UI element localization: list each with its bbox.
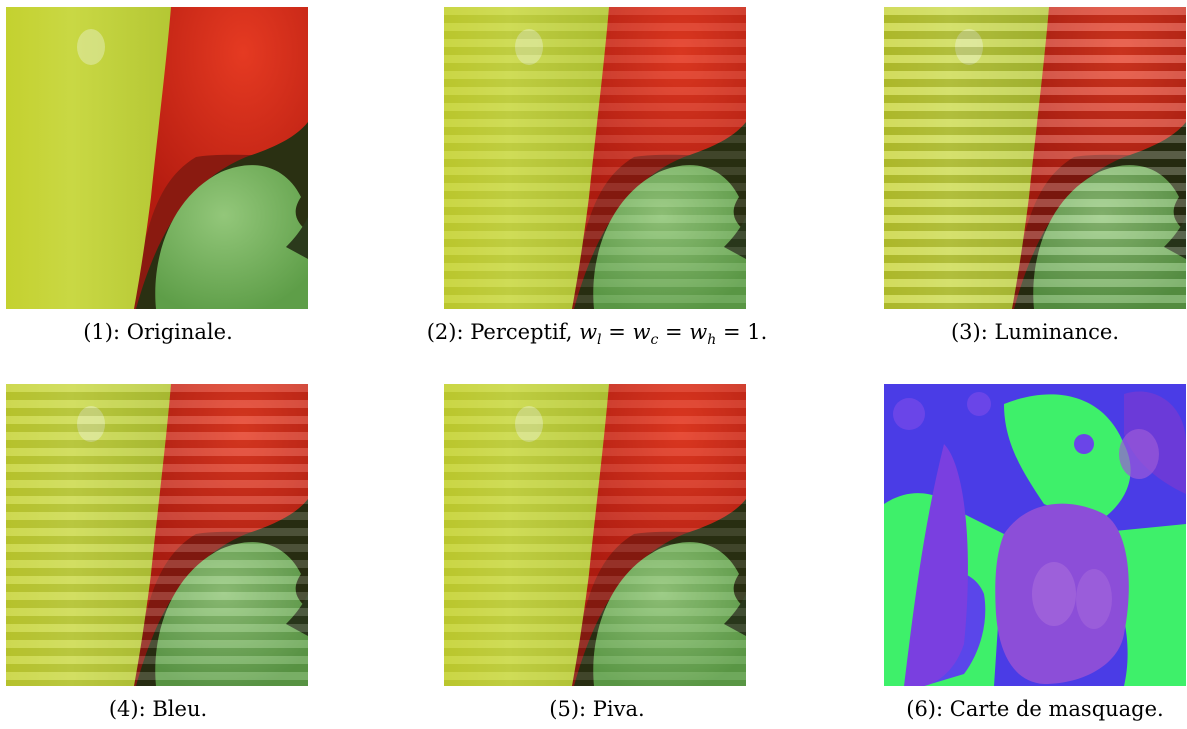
- panel-6-label: Carte de masquage.: [949, 697, 1164, 721]
- panel-3-label: Luminance.: [994, 320, 1120, 344]
- panel-1-caption: (1): Originale.: [83, 320, 233, 344]
- panel-1-number: (1):: [83, 320, 121, 344]
- panel-6-caption: (6): Carte de masquage.: [906, 697, 1163, 721]
- panel-5-label: Piva.: [592, 697, 645, 721]
- panel-4-caption: (4): Bleu.: [109, 697, 207, 721]
- panel-6-number: (6):: [906, 697, 944, 721]
- panel-2-caption: (2): Perceptif, wl = wc = wh = 1.: [427, 320, 768, 348]
- panel-2-formula: wl = wc = wh = 1.: [579, 320, 768, 349]
- panel-1-label: Originale.: [126, 320, 233, 344]
- panel-2-number: (2):: [426, 320, 464, 344]
- panel-1-image: [6, 7, 308, 309]
- panel-5-number: (5):: [549, 697, 587, 721]
- panel-2-image: [444, 7, 746, 309]
- panel-5-caption: (5): Piva.: [549, 697, 644, 721]
- panel-3-caption: (3): Luminance.: [951, 320, 1119, 344]
- panel-4-number: (4):: [108, 697, 146, 721]
- panel-6-image: [884, 384, 1186, 686]
- panel-3-image: [884, 7, 1186, 309]
- panel-4-image: [6, 384, 308, 686]
- panel-3-number: (3):: [950, 320, 988, 344]
- panel-4-label: Bleu.: [152, 697, 208, 721]
- panel-5-image: [444, 384, 746, 686]
- panel-2-label: Perceptif,: [470, 320, 580, 344]
